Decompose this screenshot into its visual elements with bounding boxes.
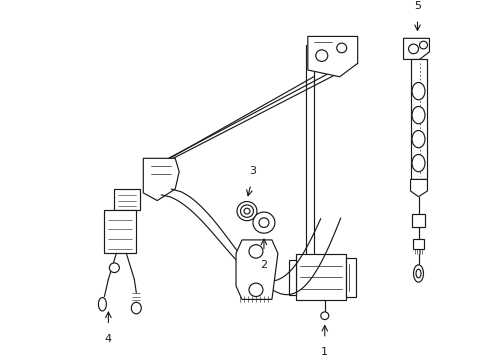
Text: 3: 3 (249, 166, 256, 176)
Circle shape (259, 218, 268, 228)
Circle shape (109, 263, 119, 273)
Polygon shape (411, 214, 425, 228)
Circle shape (315, 50, 327, 61)
Circle shape (248, 245, 263, 258)
Ellipse shape (415, 269, 420, 278)
Polygon shape (410, 59, 427, 179)
Polygon shape (403, 38, 428, 59)
Polygon shape (307, 36, 357, 77)
Polygon shape (288, 260, 295, 294)
Polygon shape (295, 254, 345, 300)
Polygon shape (104, 210, 136, 253)
Circle shape (248, 283, 263, 297)
Text: 2: 2 (260, 260, 267, 270)
Text: 5: 5 (413, 0, 420, 10)
Polygon shape (410, 179, 427, 197)
Polygon shape (236, 240, 277, 300)
Ellipse shape (413, 265, 423, 282)
Ellipse shape (411, 130, 424, 148)
Circle shape (252, 212, 274, 233)
Polygon shape (143, 158, 179, 201)
Circle shape (407, 44, 418, 54)
Ellipse shape (411, 82, 424, 100)
Circle shape (419, 41, 427, 49)
Ellipse shape (131, 302, 141, 314)
Polygon shape (412, 239, 424, 248)
Ellipse shape (411, 154, 424, 172)
Ellipse shape (237, 202, 256, 221)
Text: 1: 1 (321, 347, 327, 357)
Polygon shape (114, 189, 140, 210)
Ellipse shape (98, 297, 106, 311)
Circle shape (320, 312, 328, 320)
Text: 4: 4 (104, 334, 112, 344)
Circle shape (336, 43, 346, 53)
Polygon shape (345, 258, 355, 297)
Ellipse shape (411, 107, 424, 124)
